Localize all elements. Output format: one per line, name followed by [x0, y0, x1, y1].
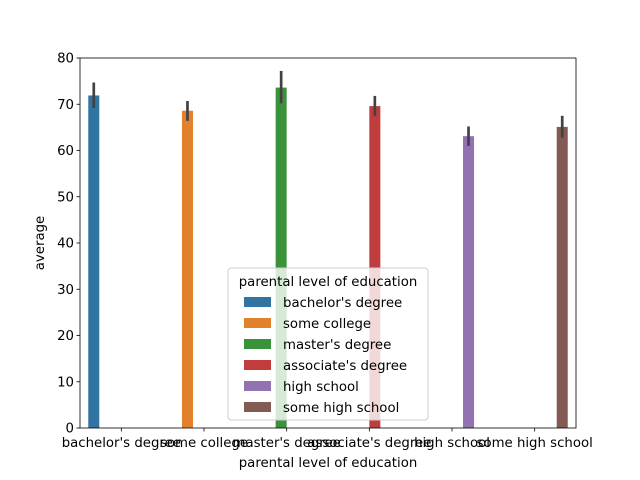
y-tick-label: 80 — [57, 52, 74, 67]
x-axis-label: parental level of education — [239, 456, 418, 471]
x-tick-label: master's degree — [233, 436, 341, 451]
y-tick-label: 50 — [57, 190, 74, 205]
legend-items: bachelor's degree some college master's de… — [244, 296, 407, 416]
x-tick-label: some college — [160, 436, 248, 451]
legend-entry-label: high school — [283, 380, 359, 395]
plot-area — [88, 70, 568, 429]
bar — [88, 95, 100, 429]
y-axis-label: average — [33, 216, 48, 270]
bar — [181, 110, 193, 428]
legend-swatch — [244, 297, 271, 307]
y-tick-label: 40 — [57, 237, 74, 252]
y-tick-label: 60 — [57, 144, 74, 159]
legend-entry-label: associate's degree — [283, 359, 407, 374]
y-axis: 0 10 20 30 40 50 60 70 80 — [57, 52, 80, 437]
legend-entry-label: bachelor's degree — [283, 296, 402, 311]
legend-entry-label: some high school — [283, 401, 399, 416]
legend-swatch — [244, 339, 271, 349]
bar — [463, 136, 475, 428]
bar — [556, 126, 568, 428]
x-tick-label: associate's degree — [307, 436, 431, 451]
bar — [275, 87, 287, 428]
legend-swatch — [244, 318, 271, 328]
x-tick-label: some high school — [477, 436, 593, 451]
legend-entry-label: some college — [283, 317, 371, 332]
axes-frame — [79, 57, 577, 429]
y-tick-label: 10 — [57, 375, 74, 390]
legend-entry-label: master's degree — [283, 338, 391, 353]
x-tick-label: bachelor's degree — [62, 436, 181, 451]
legend-frame — [227, 267, 429, 421]
y-tick-label: 20 — [57, 329, 74, 344]
legend-title: parental level of education — [239, 275, 418, 290]
y-tick-label: 70 — [57, 98, 74, 113]
legend-swatch — [244, 360, 271, 370]
legend-swatch — [244, 402, 271, 412]
y-tick-label: 0 — [66, 422, 74, 437]
bar — [369, 106, 381, 428]
legend: parental level of education bachelor's d… — [227, 267, 429, 421]
y-tick-label: 30 — [57, 283, 74, 298]
legend-swatch — [244, 381, 271, 391]
x-tick-label: high school — [414, 436, 490, 451]
